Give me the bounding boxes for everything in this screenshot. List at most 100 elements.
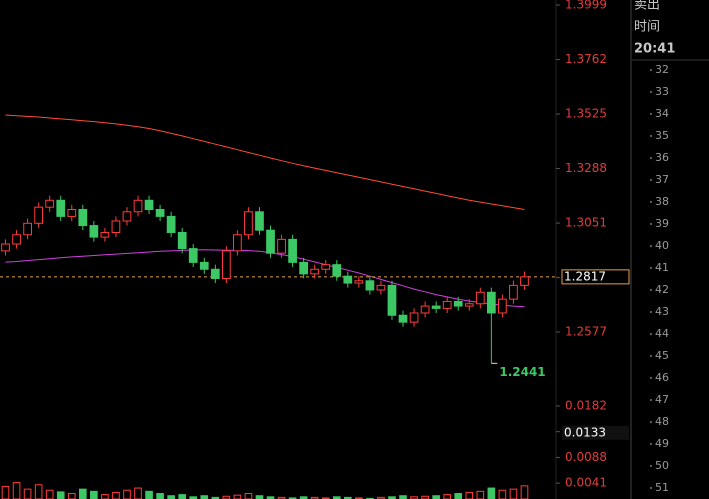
row-dot xyxy=(650,289,652,291)
candle-body xyxy=(321,264,331,270)
candle-body xyxy=(266,229,275,254)
volume-bar xyxy=(465,491,474,499)
volume-bar xyxy=(56,491,65,499)
candle-body xyxy=(67,208,77,217)
volume-bar xyxy=(244,493,253,499)
candle-body xyxy=(453,300,463,307)
volume-bar xyxy=(200,495,209,499)
row-label: 42 xyxy=(655,283,669,296)
last-price-box xyxy=(561,269,630,285)
volume-bar xyxy=(45,489,54,499)
row-dot xyxy=(650,267,652,269)
volume-bar xyxy=(255,495,264,499)
volume-bar xyxy=(432,495,440,499)
row-dot xyxy=(650,421,652,423)
row-dot xyxy=(650,69,652,71)
volume-tick-label: 0.0182 xyxy=(565,398,607,412)
volume-bar xyxy=(134,487,142,499)
row-dot xyxy=(650,201,652,203)
row-dot xyxy=(650,91,652,93)
candle-body xyxy=(111,220,121,233)
candle-body xyxy=(255,211,264,231)
row-dot xyxy=(650,113,652,115)
candle-body xyxy=(56,199,66,217)
candle-body xyxy=(464,303,474,307)
row-label: 45 xyxy=(655,349,669,362)
candle-body xyxy=(420,305,430,314)
candle-body xyxy=(177,231,187,250)
candle-body xyxy=(188,248,198,263)
volume-bar xyxy=(23,488,32,499)
row-dot xyxy=(650,157,652,159)
row-label: 46 xyxy=(655,371,669,384)
volume-bar xyxy=(90,490,98,499)
row-label: 49 xyxy=(655,437,669,450)
row-dot xyxy=(650,377,652,379)
row-dot xyxy=(650,399,652,401)
volume-bar xyxy=(520,485,529,499)
time: 20:41 xyxy=(634,42,675,57)
row-dot xyxy=(650,487,652,489)
candle-body xyxy=(442,300,452,309)
volume-bar xyxy=(355,497,363,499)
candle-body xyxy=(498,298,507,314)
candle-body xyxy=(398,314,408,323)
row-label: 41 xyxy=(655,261,669,274)
volume-bar xyxy=(156,493,164,499)
volume-bar xyxy=(34,484,43,499)
volume-bar xyxy=(112,491,120,499)
candle-body xyxy=(45,199,55,208)
y-tick-label: 1.3525 xyxy=(565,107,607,121)
volume-bar xyxy=(233,494,242,499)
row-label: 39 xyxy=(655,217,669,230)
candle-body xyxy=(199,261,209,270)
candle-body xyxy=(354,280,364,284)
candle-body xyxy=(520,276,529,286)
candle-body xyxy=(78,208,88,227)
candle-body xyxy=(409,312,419,323)
candle-body xyxy=(288,238,297,263)
volume-bar xyxy=(476,490,485,499)
y-tick-label: 1.2577 xyxy=(565,325,607,339)
y-tick-label: 1.3999 xyxy=(565,0,607,12)
row-dot xyxy=(650,223,652,225)
candle-body xyxy=(133,199,143,213)
row-dot xyxy=(650,135,652,137)
row-dot xyxy=(650,465,652,467)
row-label: 43 xyxy=(655,305,669,318)
moving-average xyxy=(5,114,525,210)
candle-body xyxy=(299,261,309,275)
candle-body xyxy=(100,231,110,238)
row-label: 47 xyxy=(655,393,669,406)
candle-body xyxy=(210,268,220,279)
candle-body xyxy=(431,305,441,309)
volume-bar xyxy=(123,489,131,499)
volume-bar xyxy=(454,493,463,499)
candle-body xyxy=(509,284,518,300)
volume-bar xyxy=(1,485,10,499)
candle-body xyxy=(475,291,485,305)
volume-bar xyxy=(12,482,21,499)
candle-body xyxy=(233,234,242,252)
candle-body xyxy=(23,222,32,236)
candle-body xyxy=(244,211,253,236)
row-label: 44 xyxy=(655,327,669,340)
volume-tick-label: 0.0088 xyxy=(565,450,607,464)
candle-body xyxy=(12,234,21,245)
candle-body xyxy=(343,275,353,284)
row-label: 32 xyxy=(655,63,669,76)
row-label: 33 xyxy=(655,85,669,98)
candle-body xyxy=(277,238,286,254)
row-label: 34 xyxy=(655,107,669,120)
candle-body xyxy=(376,284,386,291)
row-label: 50 xyxy=(655,459,669,472)
volume-bar xyxy=(509,488,518,499)
row-label: 35 xyxy=(655,129,669,142)
candle-body xyxy=(221,250,231,279)
candle-body xyxy=(122,211,132,222)
moving-average xyxy=(5,249,525,308)
volume-bar xyxy=(167,495,175,499)
candle-body xyxy=(34,206,44,224)
volume-bar xyxy=(101,494,109,499)
